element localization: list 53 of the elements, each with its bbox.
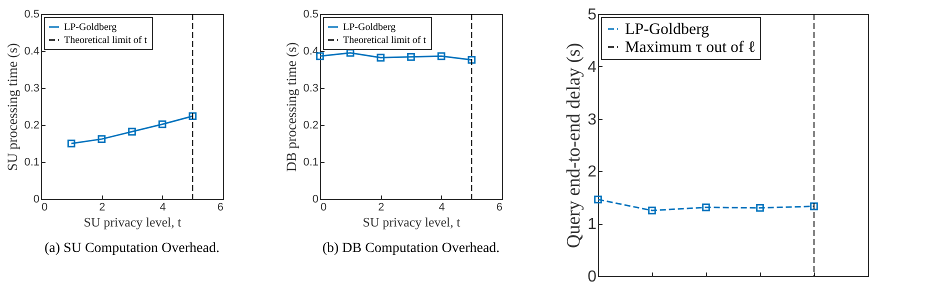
x-tick-label: 4 <box>438 202 445 214</box>
y-tick-label: 2 <box>588 164 597 181</box>
point <box>158 120 166 128</box>
y-tick-label: 0.5 <box>24 8 40 20</box>
point <box>437 52 446 60</box>
y-tick-label: 0 <box>33 194 40 206</box>
point <box>376 54 385 62</box>
point <box>468 56 476 64</box>
point <box>648 206 656 214</box>
y-tick-label: 0.5 <box>303 8 318 20</box>
x-tick-label: 6 <box>496 202 502 214</box>
y-axis-title: SU processing time (s) <box>6 42 22 171</box>
x-tick-label: 2 <box>99 202 106 214</box>
y-tick-label: 0.4 <box>303 46 318 58</box>
legend-label: LP-Goldberg <box>64 22 117 33</box>
point <box>756 204 764 212</box>
y-tick-label: 0.2 <box>24 120 40 132</box>
legend-label: LP-Goldberg <box>343 22 396 33</box>
y-tick-label: 0 <box>312 194 318 206</box>
y-tick-label: 0.1 <box>24 156 40 168</box>
y-tick-label: 5 <box>588 6 597 24</box>
y-tick-label: 3 <box>588 111 597 128</box>
x-tick-label: 4 <box>160 202 166 214</box>
x-tick-label: 2 <box>378 202 384 214</box>
y-axis-title: Query end-to-end delay (s) <box>564 42 585 248</box>
point <box>98 135 106 143</box>
y-axis-title: DB processing time (s) <box>285 42 300 172</box>
text: (b) DB Computation Overhead. <box>322 241 500 256</box>
point <box>702 203 710 212</box>
text: Maximum τ out of ℓ <box>625 39 756 56</box>
x-tick-label: 0 <box>320 202 327 214</box>
point <box>810 202 818 210</box>
x-tick-label: 6 <box>217 202 224 214</box>
point <box>188 112 197 120</box>
point <box>128 128 136 136</box>
y-tick-label: 0 <box>588 268 597 286</box>
x-axis-title: SU privacy level, t <box>362 214 461 230</box>
ref-line-label: Theoretical limit of t <box>343 35 426 46</box>
y-tick-label: 0.2 <box>303 120 318 132</box>
y-tick-label: 0.4 <box>24 46 40 58</box>
y-tick-label: 4 <box>588 58 597 76</box>
x-tick-label: 0 <box>42 202 48 214</box>
point <box>67 140 76 148</box>
ref-line-label: Theoretical limit of t <box>64 35 148 46</box>
point <box>407 53 415 61</box>
point <box>594 196 602 204</box>
y-tick-label: 0.3 <box>303 82 318 94</box>
y-tick-label: 1 <box>588 216 597 234</box>
text: (a) SU Computation Overhead. <box>44 241 220 256</box>
x-axis-title: SU privacy level, t <box>84 214 182 230</box>
y-tick-label: 0.1 <box>303 156 318 168</box>
y-tick-label: 0.3 <box>24 82 40 94</box>
legend-label: LP-Goldberg <box>625 21 710 38</box>
